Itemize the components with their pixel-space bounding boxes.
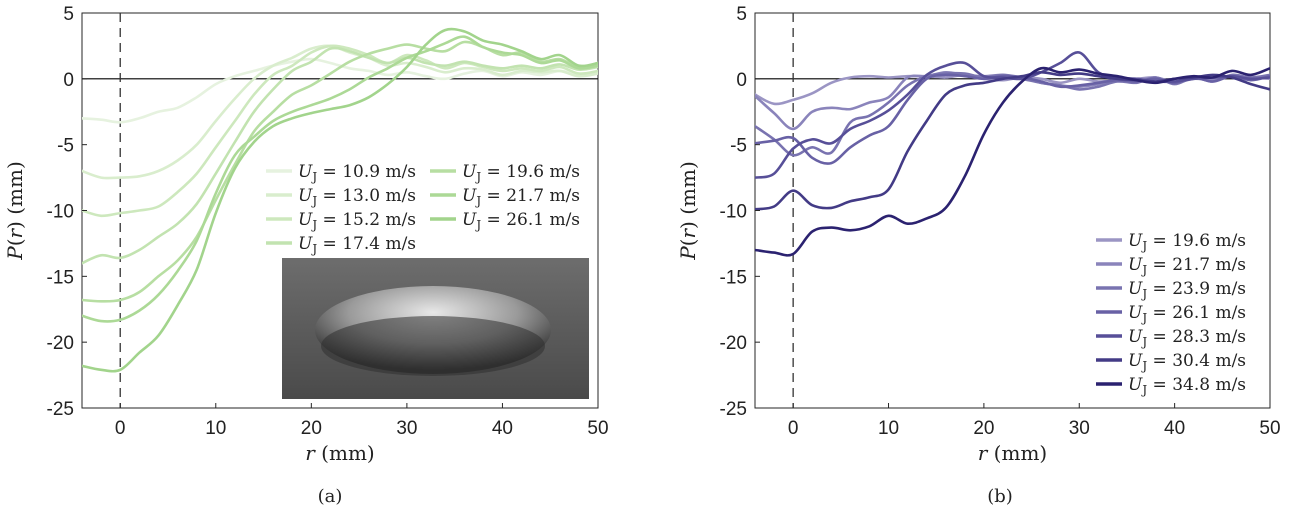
legend-label: UJ = 26.1 m/s [1128, 303, 1246, 325]
y-tick-label: -15 [720, 267, 747, 288]
legend-label: UJ = 19.6 m/s [1128, 231, 1246, 253]
y-tick-label: 0 [63, 70, 74, 91]
panel-caption: (a) [318, 486, 343, 507]
series-line-b-2 [755, 70, 1270, 131]
y-tick-label: 5 [63, 4, 74, 25]
y-tick-label: -10 [47, 202, 74, 223]
legend-label: UJ = 15.2 m/s [298, 210, 416, 232]
y-tick-label: -5 [57, 136, 74, 157]
x-tick-label: 40 [1164, 418, 1185, 439]
crater-photo-inset [282, 258, 589, 399]
series-line-a-6 [82, 35, 598, 323]
x-tick-label: 0 [788, 418, 799, 439]
y-tick-label: -10 [720, 202, 747, 223]
panel-b: UJ = 19.6 m/sUJ = 21.7 m/sUJ = 23.9 m/sU… [676, 4, 1281, 507]
series-line-b-7 [755, 66, 1270, 257]
legend-label: UJ = 23.9 m/s [1128, 279, 1246, 301]
series-line-a-7 [82, 27, 598, 373]
y-tick-label: -25 [720, 399, 747, 420]
y-axis-label: P(r) (mm) [3, 161, 27, 261]
y-tick-label: -20 [47, 333, 74, 354]
series-line-a-4 [82, 46, 598, 265]
legend-label: UJ = 10.9 m/s [298, 162, 416, 184]
x-tick-label: 10 [878, 418, 899, 439]
x-tick-label: 0 [115, 418, 126, 439]
panel-a-legend: UJ = 10.9 m/sUJ = 13.0 m/sUJ = 15.2 m/sU… [266, 162, 580, 256]
x-tick-label: 40 [492, 418, 513, 439]
x-tick-label: 30 [1069, 418, 1090, 439]
crater-shadow [321, 316, 545, 376]
panel-b-axes-frame [754, 12, 1271, 409]
x-tick-label: 50 [587, 418, 608, 439]
legend-label: UJ = 13.0 m/s [298, 186, 416, 208]
x-tick-label: 30 [396, 418, 417, 439]
series-line-a-3 [82, 44, 598, 218]
y-tick-label: -20 [720, 333, 747, 354]
panel-b-legend: UJ = 19.6 m/sUJ = 21.7 m/sUJ = 23.9 m/sU… [1096, 231, 1246, 397]
legend-label: UJ = 30.4 m/s [1128, 351, 1246, 373]
y-tick-label: 0 [736, 70, 747, 91]
panel-caption: (b) [987, 486, 1013, 507]
y-tick-label: 5 [736, 4, 747, 25]
x-axis-label: r (mm) [305, 441, 374, 465]
legend-label: UJ = 21.7 m/s [462, 186, 580, 208]
y-tick-label: -15 [47, 267, 74, 288]
panel-b-series [755, 13, 1270, 408]
legend-label: UJ = 26.1 m/s [462, 210, 580, 232]
y-tick-label: -25 [47, 399, 74, 420]
series-line-b-5 [755, 51, 1270, 179]
legend-label: UJ = 17.4 m/s [298, 234, 416, 256]
x-tick-label: 20 [973, 418, 994, 439]
legend-label: UJ = 28.3 m/s [1128, 327, 1246, 349]
x-tick-label: 20 [301, 418, 322, 439]
panel-a-series [82, 13, 598, 408]
x-axis-label: r (mm) [978, 441, 1047, 465]
legend-label: UJ = 19.6 m/s [462, 162, 580, 184]
x-tick-label: 50 [1259, 418, 1280, 439]
y-tick-label: -5 [730, 136, 747, 157]
legend-label: UJ = 34.8 m/s [1128, 375, 1246, 397]
legend-label: UJ = 21.7 m/s [1128, 255, 1246, 277]
y-axis-label: P(r) (mm) [676, 161, 700, 261]
x-tick-label: 10 [205, 418, 226, 439]
panel-a: UJ = 10.9 m/sUJ = 13.0 m/sUJ = 15.2 m/sU… [3, 4, 609, 507]
